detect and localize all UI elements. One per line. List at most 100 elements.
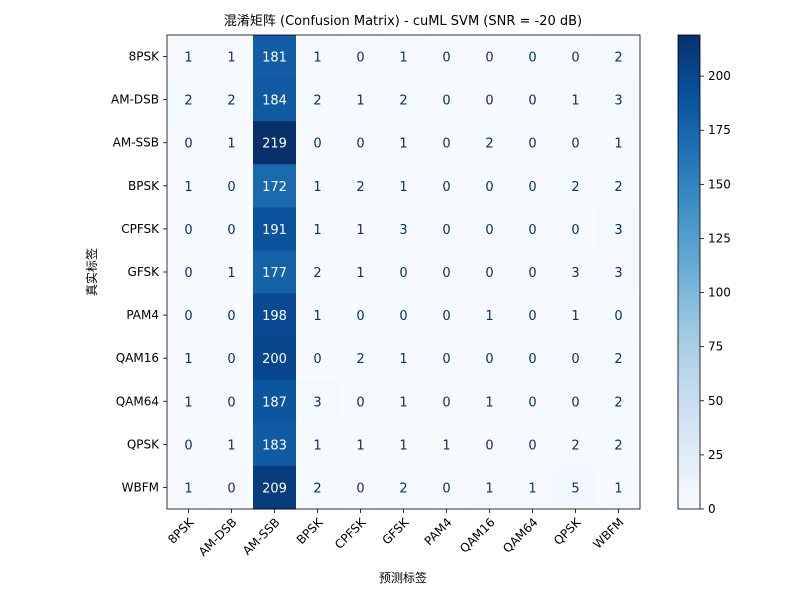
heatmap-cell [468,207,512,251]
cell-value-label: 187 [262,395,287,410]
heatmap-cell [511,35,555,79]
heatmap-cell [210,465,254,510]
colorbar-tick-label: 175 [708,123,731,137]
cell-value-label: 3 [399,223,407,238]
heatmap-cell [382,379,426,424]
y-axis-label: 真实标签 [84,248,99,296]
cell-value-label: 0 [184,137,192,152]
heatmap-cell [296,293,340,338]
heatmap-cell [554,465,598,510]
cell-value-label: 0 [356,481,364,496]
y-tick-label: AM-SSB [113,136,159,150]
heatmap-cell [167,465,211,510]
heatmap-cell [382,336,426,381]
heatmap-cell [468,250,512,295]
cell-value-label: 2 [485,137,493,152]
heatmap-cell [382,250,426,295]
cell-value-label: 0 [442,223,450,238]
cell-value-label: 0 [442,395,450,410]
cell-value-label: 0 [528,438,536,453]
cell-value-label: 0 [485,223,493,238]
heatmap-cell [425,35,469,79]
colorbar-tick-label: 125 [708,231,731,245]
cell-value-label: 0 [356,51,364,66]
y-tick-label: QAM16 [116,351,159,365]
x-tick-label: QAM16 [457,515,498,556]
heatmap-cell [296,422,340,467]
heatmap-cell [167,207,211,251]
cell-value-label: 0 [227,223,235,238]
cell-value-label: 0 [356,309,364,324]
heatmap-cell [468,164,512,208]
heatmap-cell [511,465,555,510]
heatmap-cell [554,293,598,338]
heatmap-cell [511,422,555,467]
cell-value-label: 2 [614,51,622,66]
cell-value-label: 177 [262,266,287,281]
cell-value-label: 2 [614,395,622,410]
y-tick-label: WBFM [122,480,159,494]
heatmap-cell [597,250,641,295]
cell-value-label: 0 [227,309,235,324]
heatmap-cell [511,121,555,165]
heatmap-cell [425,379,469,424]
heatmap-cell [382,164,426,208]
cell-value-label: 0 [442,309,450,324]
heatmap-cell [425,250,469,295]
cell-value-label: 1 [356,266,364,281]
heatmap-cell [167,78,211,122]
heatmap-cell [597,207,641,251]
cell-value-label: 1 [184,481,192,496]
x-tick-label: BPSK [294,514,327,547]
heatmap-cell [253,293,297,338]
cell-value-label: 0 [485,438,493,453]
heatmap-cell [339,422,383,467]
cell-value-label: 0 [442,352,450,367]
cell-value-label: 1 [571,94,579,109]
cell-value-label: 1 [399,137,407,152]
x-tick-label: WBFM [590,515,626,551]
heatmap-cell [554,379,598,424]
heatmap-cell [210,422,254,467]
x-tick-label: CPFSK [332,514,369,551]
heatmap-cell [468,465,512,510]
heatmap-cell [468,379,512,424]
cell-value-label: 1 [399,51,407,66]
cell-value-label: 1 [399,395,407,410]
cell-value-label: 1 [485,481,493,496]
cell-value-label: 1 [614,137,622,152]
cell-value-label: 1 [227,266,235,281]
heatmap-cell [597,422,641,467]
cell-value-label: 1 [227,137,235,152]
heatmap-cell [382,207,426,251]
heatmap-cell [210,379,254,424]
heatmap-cell [511,379,555,424]
cell-value-label: 1 [313,180,321,195]
cell-value-label: 0 [313,352,321,367]
cell-value-label: 1 [399,180,407,195]
cell-value-label: 209 [262,481,287,496]
heatmap-cell [554,164,598,208]
heatmap-cell [253,35,297,79]
cell-value-label: 0 [528,94,536,109]
heatmap-cell [167,164,211,208]
cell-value-label: 0 [227,395,235,410]
cell-value-label: 184 [262,94,287,109]
heatmap-cells: 1 1 181 1 0 1 0 0 0 0 22 2 184 2 1 2 0 0 0 1 30 1 219 0 0 1 0 2 0 0 11… [166,34,641,510]
heatmap-cell [339,35,383,79]
heatmap-cell [597,121,641,165]
heatmap-cell [167,35,211,79]
heatmap-cell [253,121,297,165]
heatmap-cell [339,207,383,251]
y-tick-label: CPFSK [121,222,160,236]
y-tick-label: QPSK [127,437,160,451]
heatmap-cell [597,293,641,338]
cell-value-label: 0 [442,51,450,66]
cell-value-label: 1 [399,352,407,367]
cell-value-label: 1 [356,94,364,109]
heatmap-cell [425,121,469,165]
cell-value-label: 2 [399,94,407,109]
cell-value-label: 0 [399,266,407,281]
cell-value-label: 1 [313,51,321,66]
cell-value-label: 0 [227,481,235,496]
